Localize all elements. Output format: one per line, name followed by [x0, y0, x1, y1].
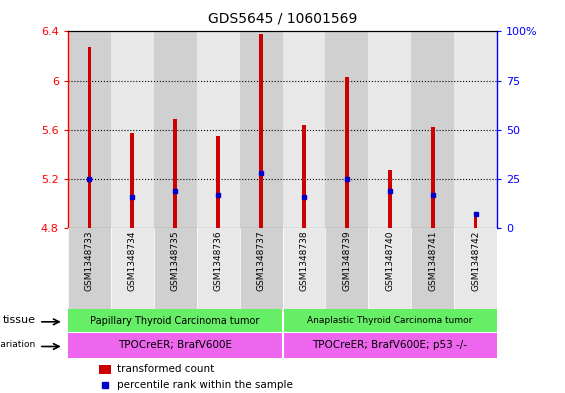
Bar [111, 31, 154, 228]
Bar [68, 309, 282, 332]
Bar [154, 228, 197, 309]
Text: GSM1348741: GSM1348741 [428, 230, 437, 291]
Text: GDS5645 / 10601569: GDS5645 / 10601569 [208, 12, 357, 26]
Bar [302, 125, 306, 228]
Text: GSM1348734: GSM1348734 [128, 230, 137, 291]
Bar [282, 333, 497, 358]
Text: GSM1348742: GSM1348742 [471, 230, 480, 291]
Text: GSM1348740: GSM1348740 [385, 230, 394, 291]
Bar [197, 31, 240, 228]
Bar [282, 31, 325, 228]
Bar [68, 333, 282, 358]
Bar [325, 31, 368, 228]
Text: percentile rank within the sample: percentile rank within the sample [117, 380, 293, 389]
Bar [368, 31, 411, 228]
Bar [282, 228, 325, 309]
Bar [240, 228, 282, 309]
Bar [240, 31, 282, 228]
Bar [154, 31, 197, 228]
Text: GSM1348736: GSM1348736 [214, 230, 223, 291]
Text: Anaplastic Thyroid Carcinoma tumor: Anaplastic Thyroid Carcinoma tumor [307, 316, 472, 325]
Bar [282, 309, 497, 332]
Bar [216, 136, 220, 228]
Text: TPOCreER; BrafV600E: TPOCreER; BrafV600E [118, 340, 232, 350]
Text: transformed count: transformed count [117, 364, 214, 374]
Text: GSM1348738: GSM1348738 [299, 230, 308, 291]
Bar [454, 31, 497, 228]
Bar [368, 228, 411, 309]
Text: tissue: tissue [3, 314, 36, 325]
Text: GSM1348737: GSM1348737 [257, 230, 266, 291]
Bar [388, 170, 392, 228]
Bar [111, 228, 154, 309]
Bar [325, 228, 368, 309]
Bar [88, 48, 91, 228]
Bar [173, 119, 177, 228]
Text: GSM1348733: GSM1348733 [85, 230, 94, 291]
Bar [345, 77, 349, 228]
Text: GSM1348739: GSM1348739 [342, 230, 351, 291]
Bar [474, 212, 477, 228]
Text: TPOCreER; BrafV600E; p53 -/-: TPOCreER; BrafV600E; p53 -/- [312, 340, 467, 350]
Bar [68, 228, 111, 309]
Bar [99, 365, 111, 374]
Text: GSM1348735: GSM1348735 [171, 230, 180, 291]
Bar [259, 34, 263, 228]
Text: genotype/variation: genotype/variation [0, 340, 36, 349]
Bar [411, 228, 454, 309]
Bar [431, 127, 434, 228]
Bar [68, 31, 111, 228]
Text: Papillary Thyroid Carcinoma tumor: Papillary Thyroid Carcinoma tumor [90, 316, 260, 326]
Bar [197, 228, 240, 309]
Bar [131, 133, 134, 228]
Bar [411, 31, 454, 228]
Bar [454, 228, 497, 309]
